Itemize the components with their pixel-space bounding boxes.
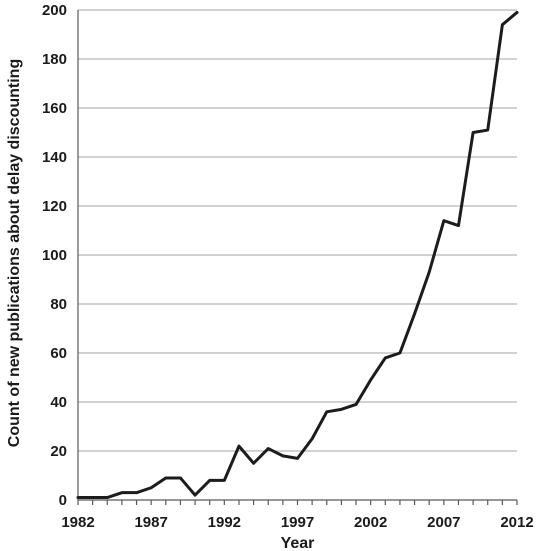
x-axis-title: Year (281, 535, 315, 551)
y-tick-label: 80 (50, 296, 67, 313)
y-tick-label: 0 (59, 492, 67, 509)
y-tick-label: 160 (42, 100, 67, 117)
gridlines (78, 9, 517, 452)
x-tick-labels: 1982 1987 1992 1997 2002 2007 2012 (61, 514, 533, 531)
y-tick-label: 180 (42, 51, 67, 68)
x-tick-label: 1992 (208, 514, 241, 531)
y-tick-label: 100 (42, 247, 67, 264)
x-tick-label: 1982 (61, 514, 94, 531)
y-tick-label: 200 (42, 2, 67, 19)
series-line-0 (76, 10, 519, 500)
series-layer (76, 10, 519, 500)
y-tick-label: 140 (42, 149, 67, 166)
x-tick-label: 1997 (281, 514, 314, 531)
x-tick-label: 2007 (427, 514, 460, 531)
y-tick-labels: 0 20 40 60 80 100 120 140 160 180 200 (42, 2, 67, 509)
y-tick-label: 40 (50, 394, 67, 411)
y-axis-title: Count of new publications about delay di… (6, 59, 23, 447)
y-tick-label: 120 (42, 198, 67, 215)
x-tick-label: 2012 (500, 514, 533, 531)
x-tick-label: 1987 (134, 514, 167, 531)
axes (77, 10, 518, 505)
y-tick-label: 60 (50, 345, 67, 362)
x-tick-label: 2002 (354, 514, 387, 531)
y-tick-label: 20 (50, 443, 67, 460)
